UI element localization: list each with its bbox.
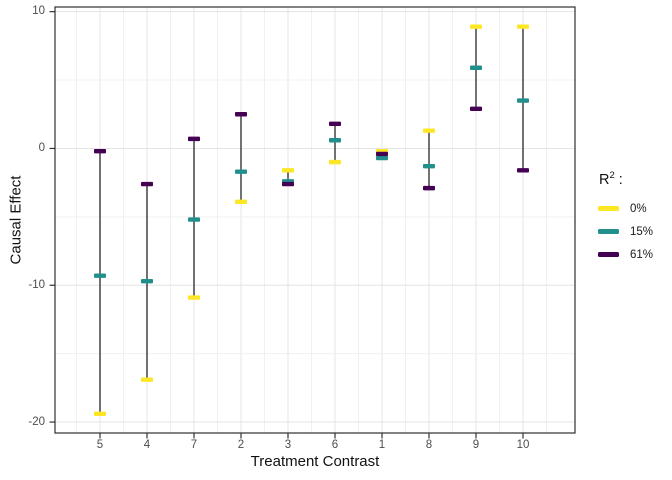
legend-item: 15% (598, 225, 653, 239)
estimate-mark-61pct (282, 181, 294, 187)
x-tick-label: 4 (143, 439, 151, 451)
legend-swatch-15pct (598, 229, 619, 235)
y-tick-label: -10 (28, 278, 45, 291)
legend-item: 0% (598, 202, 653, 216)
estimate-mark-0pct (141, 377, 153, 382)
estimate-mark-0pct (470, 24, 482, 29)
estimate-mark-61pct (470, 106, 482, 111)
x-tick-label: 3 (284, 439, 292, 451)
estimate-mark-0pct (282, 168, 294, 173)
legend-title-superscript: 2 (609, 170, 615, 181)
estimate-mark-0pct (329, 159, 341, 165)
y-axis-title: Causal Effect (7, 175, 25, 265)
panel-border (54, 6, 576, 434)
y-tick-label: 0 (38, 141, 45, 154)
legend-item-label: 15% (630, 225, 654, 238)
legend: R2 : 0% 15% 61% (598, 170, 653, 271)
estimate-mark-15pct (188, 217, 200, 222)
legend-item: 61% (598, 248, 653, 262)
legend-title-base: R (599, 171, 610, 188)
legend-title: R2 : (599, 170, 653, 188)
x-tick-label: 6 (331, 439, 339, 451)
estimate-mark-15pct (94, 273, 106, 278)
estimate-mark-15pct (376, 155, 388, 161)
estimate-mark-0pct (517, 24, 529, 29)
legend-title-suffix: : (614, 171, 623, 188)
estimate-mark-61pct (235, 112, 247, 117)
panel-background (55, 7, 575, 433)
estimate-mark-0pct (94, 411, 106, 417)
estimate-mark-0pct (188, 295, 200, 300)
legend-swatch-61pct (598, 252, 619, 258)
y-tick-label: -20 (28, 415, 45, 428)
estimate-mark-0pct (235, 199, 247, 205)
legend-swatch-0pct (598, 206, 619, 212)
estimate-mark-61pct (94, 148, 106, 154)
x-tick-label: 1 (378, 439, 386, 451)
estimate-mark-15pct (329, 138, 341, 143)
x-tick-label: 8 (425, 439, 433, 451)
legend-item-label: 61% (630, 248, 654, 261)
estimate-mark-61pct (376, 151, 388, 157)
x-axis-title: Treatment Contrast (250, 453, 380, 470)
estimate-mark-61pct (329, 121, 341, 127)
estimate-mark-61pct (423, 185, 435, 191)
x-tick-label: 5 (96, 439, 104, 451)
estimate-mark-0pct (423, 128, 435, 133)
estimate-mark-15pct (235, 169, 247, 174)
estimate-mark-15pct (517, 98, 529, 103)
legend-item-label: 0% (630, 202, 647, 215)
estimate-mark-61pct (517, 168, 529, 173)
y-tick-label: 10 (32, 5, 45, 18)
estimate-mark-15pct (423, 164, 435, 169)
x-tick-label: 9 (472, 439, 480, 451)
legend-items: 0% 15% 61% (598, 202, 653, 262)
estimate-mark-61pct (141, 181, 153, 187)
x-tick-label: 2 (237, 439, 245, 451)
estimate-mark-61pct (188, 136, 200, 142)
x-tick-label: 7 (190, 439, 198, 451)
estimate-mark-15pct (141, 278, 153, 284)
estimate-mark-15pct (470, 65, 482, 70)
x-tick-label: 10 (516, 439, 530, 451)
